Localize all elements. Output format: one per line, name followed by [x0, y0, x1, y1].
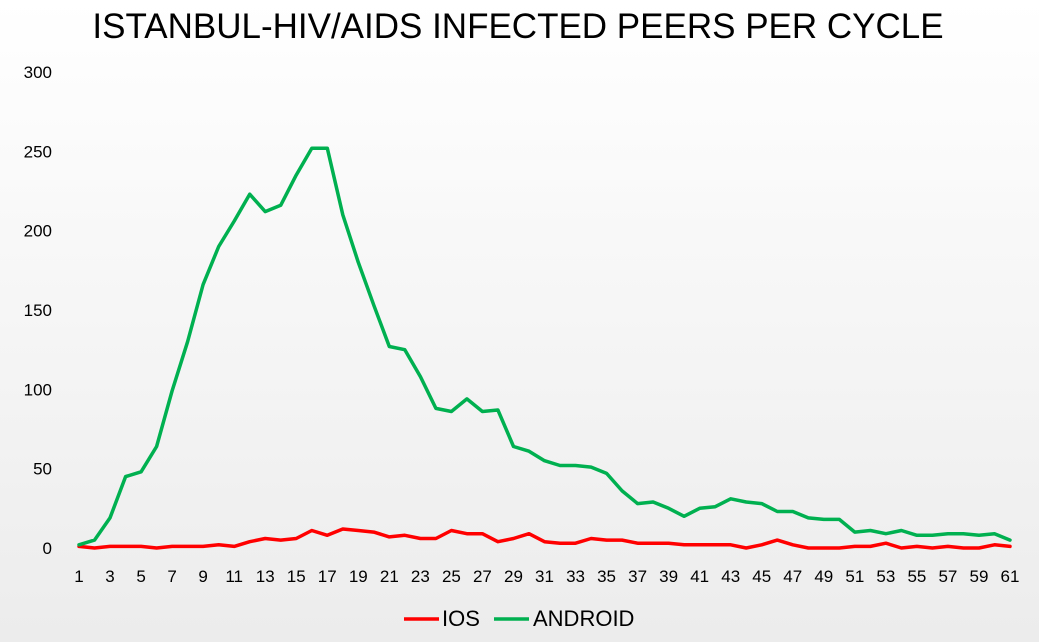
- x-tick-label: 23: [411, 567, 430, 586]
- x-tick-label: 25: [442, 567, 461, 586]
- y-tick-label: 0: [43, 539, 52, 558]
- x-tick-label: 17: [318, 567, 337, 586]
- x-tick-label: 27: [473, 567, 492, 586]
- series-line-ios: [77, 527, 1012, 550]
- y-tick-label: 250: [24, 142, 52, 161]
- x-tick-label: 59: [970, 567, 989, 586]
- x-tick-label: 1: [74, 567, 83, 586]
- y-tick-label: 50: [33, 460, 52, 479]
- y-tick-label: 300: [24, 63, 52, 82]
- x-tick-label: 7: [167, 567, 176, 586]
- legend: IOS ANDROID: [404, 606, 634, 631]
- series-line-android: [77, 146, 1012, 547]
- x-tick-label: 47: [783, 567, 802, 586]
- x-tick-label: 13: [256, 567, 275, 586]
- x-tick-label: 11: [225, 567, 243, 586]
- x-tick-label: 3: [105, 567, 114, 586]
- x-tick-label: 49: [814, 567, 833, 586]
- x-tick-label: 29: [504, 567, 523, 586]
- x-tick-label: 33: [566, 567, 585, 586]
- y-tick-label: 150: [24, 301, 52, 320]
- x-tick-label: 39: [659, 567, 678, 586]
- x-tick-label: 15: [287, 567, 306, 586]
- x-tick-label: 19: [349, 567, 368, 586]
- x-axis-ticks: 1 3 5 7 9 11 13 15 17 19 21 23 25 27 29 31 33 35 37 39 41 43 4…: [74, 567, 1019, 586]
- y-axis-ticks: 0 50 100 150 200 250 300: [24, 63, 52, 558]
- x-tick-label: 57: [938, 567, 957, 586]
- x-tick-label: 53: [876, 567, 895, 586]
- x-tick-label: 61: [1001, 567, 1020, 586]
- x-tick-label: 21: [380, 567, 399, 586]
- x-tick-label: 51: [845, 567, 864, 586]
- x-tick-label: 35: [597, 567, 616, 586]
- x-tick-label: 5: [136, 567, 145, 586]
- x-tick-label: 41: [690, 567, 709, 586]
- y-tick-label: 200: [24, 222, 52, 241]
- x-tick-label: 55: [907, 567, 926, 586]
- x-tick-label: 45: [752, 567, 771, 586]
- x-tick-label: 37: [628, 567, 647, 586]
- x-tick-label: 31: [535, 567, 554, 586]
- chart-title: ISTANBUL-HIV/AIDS INFECTED PEERS PER CYC…: [92, 7, 943, 46]
- x-tick-label: 9: [198, 567, 207, 586]
- legend-label-android: ANDROID: [533, 606, 634, 631]
- series-lines: [77, 146, 1012, 550]
- legend-label-ios: IOS: [442, 606, 480, 631]
- x-tick-label: 43: [721, 567, 740, 586]
- y-tick-label: 100: [24, 380, 52, 399]
